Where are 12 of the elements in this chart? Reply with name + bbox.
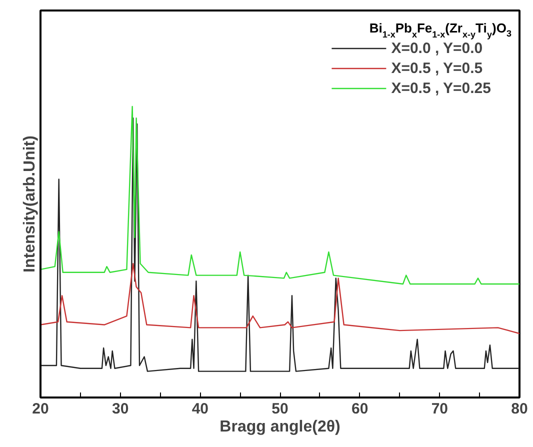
x-axis-title: Bragg angle(2θ) — [220, 418, 340, 436]
y-axis-title: Intensity(arb.Unit) — [22, 136, 38, 272]
legend-label: X=0.5 , Y=0.5 — [391, 60, 483, 76]
x-tick-label: 50 — [272, 400, 288, 418]
x-tick-label: 60 — [351, 400, 368, 418]
x-tick-label: 40 — [192, 400, 209, 418]
x-tick-label: 70 — [431, 400, 448, 418]
legend-label: X=0.0 , Y=0.0 — [391, 40, 483, 56]
x-tick-label: 20 — [32, 400, 49, 418]
x-tick-label: 30 — [112, 400, 129, 418]
legend-label: X=0.5 , Y=0.25 — [391, 80, 491, 96]
x-tick-label: 80 — [511, 400, 528, 418]
